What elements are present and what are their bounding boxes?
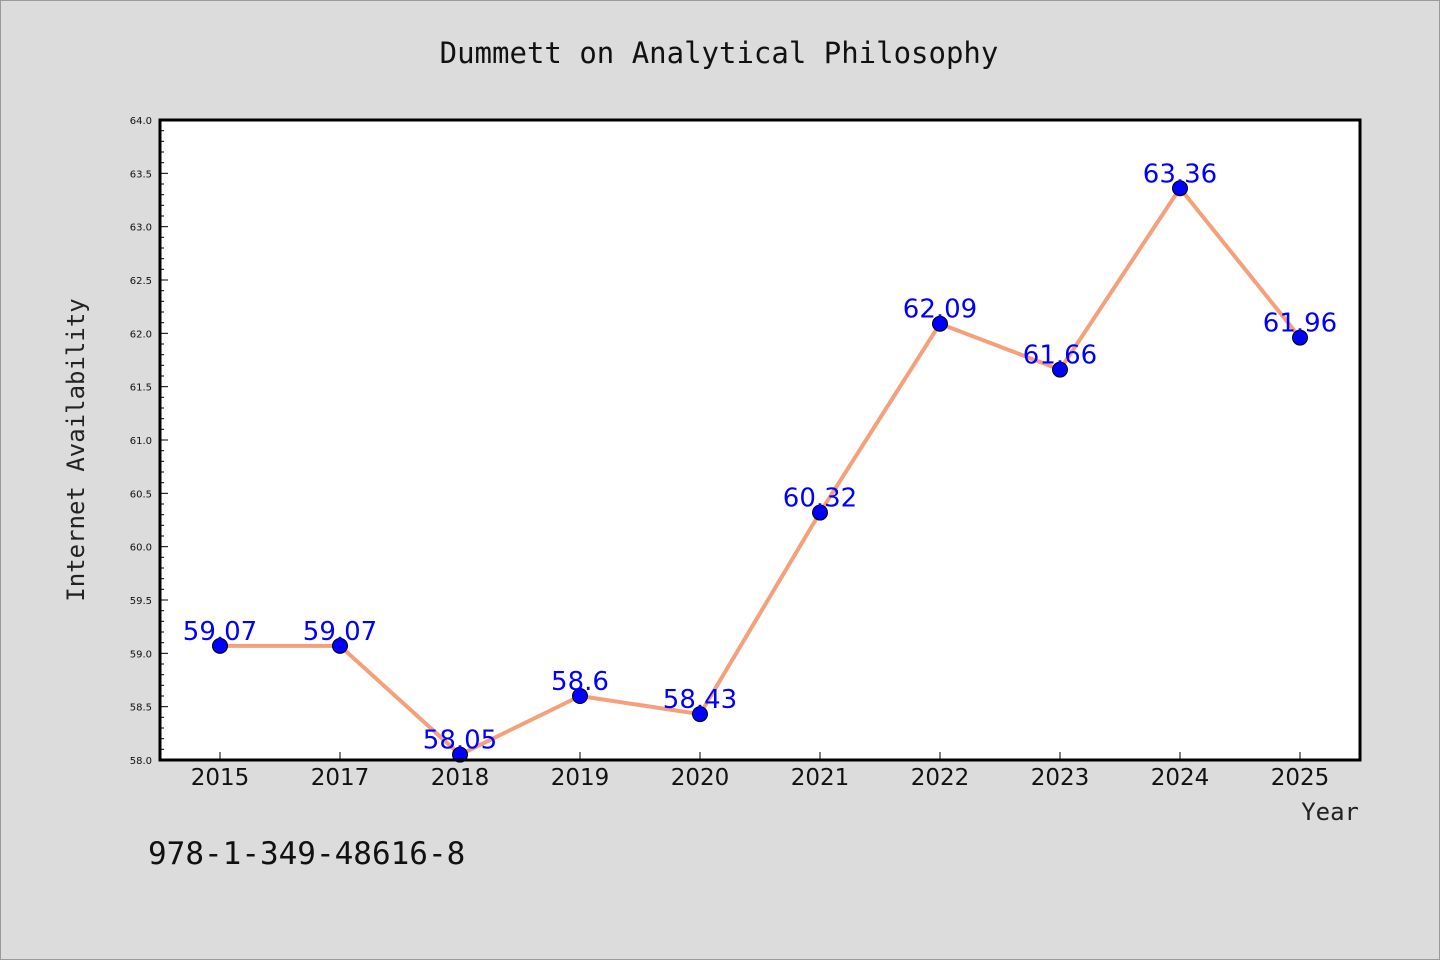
data-point [932, 315, 948, 332]
data-point [812, 504, 828, 521]
data-label: 59.07 [183, 617, 257, 647]
y-tick-label: 59.0 [130, 649, 152, 660]
x-tick-label: 2023 [1031, 765, 1090, 791]
data-point [212, 637, 228, 654]
x-tick-label: 2015 [191, 765, 250, 791]
x-tick-label: 2019 [551, 765, 610, 791]
series-layer: 59.07 59.07 58.05 58.6 58.43 60.32 62.09 61.66 6… [183, 159, 1337, 763]
series-line [220, 186, 1302, 757]
x-tick-label: 2020 [671, 765, 730, 791]
x-tick-label: 2022 [911, 765, 970, 791]
y-tick-label: 62.5 [130, 276, 152, 287]
data-label: 59.07 [303, 617, 377, 647]
chart-title: Dummett on Analytical Philosophy [440, 36, 999, 70]
x-axis-ticks: 2015 2017 2018 2019 2020 2021 2022 2023 2024 2025 [191, 752, 1330, 791]
data-label: 61.66 [1023, 341, 1097, 371]
y-tick-label: 58.5 [130, 703, 152, 714]
data-label: 58.6 [551, 667, 609, 697]
y-tick-label: 62.0 [130, 329, 152, 340]
x-tick-label: 2021 [791, 765, 850, 791]
data-label: 61.96 [1263, 309, 1337, 339]
y-tick-label: 63.5 [130, 169, 152, 180]
y-axis-title: Internet Availability [62, 298, 90, 601]
plot-border [158, 118, 1362, 762]
plot-area [160, 120, 1360, 760]
data-label: 60.32 [783, 484, 857, 514]
data-label: 58.05 [423, 726, 497, 756]
data-point [332, 637, 348, 654]
x-tick-label: 2017 [311, 765, 370, 791]
x-axis-title: Year [1301, 798, 1359, 826]
data-point [1292, 329, 1308, 346]
y-tick-label: 63.0 [130, 223, 152, 234]
x-tick-label: 2024 [1151, 765, 1210, 791]
data-point [1052, 361, 1068, 378]
y-tick-label: 60.0 [130, 543, 152, 554]
data-point [572, 688, 588, 704]
x-tick-label: 2025 [1271, 765, 1330, 791]
x-tick-label: 2018 [431, 765, 490, 791]
y-tick-label: 61.5 [130, 383, 152, 394]
y-tick-label: 60.5 [130, 489, 152, 500]
data-label: 58.43 [663, 685, 737, 715]
data-label: 62.09 [903, 295, 977, 325]
y-tick-label: 58.0 [130, 756, 152, 767]
data-point [692, 706, 708, 723]
isbn-label: 978-1-349-48616-8 [148, 836, 465, 872]
data-label: 63.36 [1143, 159, 1217, 189]
y-tick-label: 64.0 [130, 116, 152, 127]
data-point [1172, 180, 1188, 197]
y-tick-label: 59.5 [130, 596, 152, 607]
y-tick-label: 61.0 [130, 436, 152, 447]
data-point [452, 746, 468, 763]
